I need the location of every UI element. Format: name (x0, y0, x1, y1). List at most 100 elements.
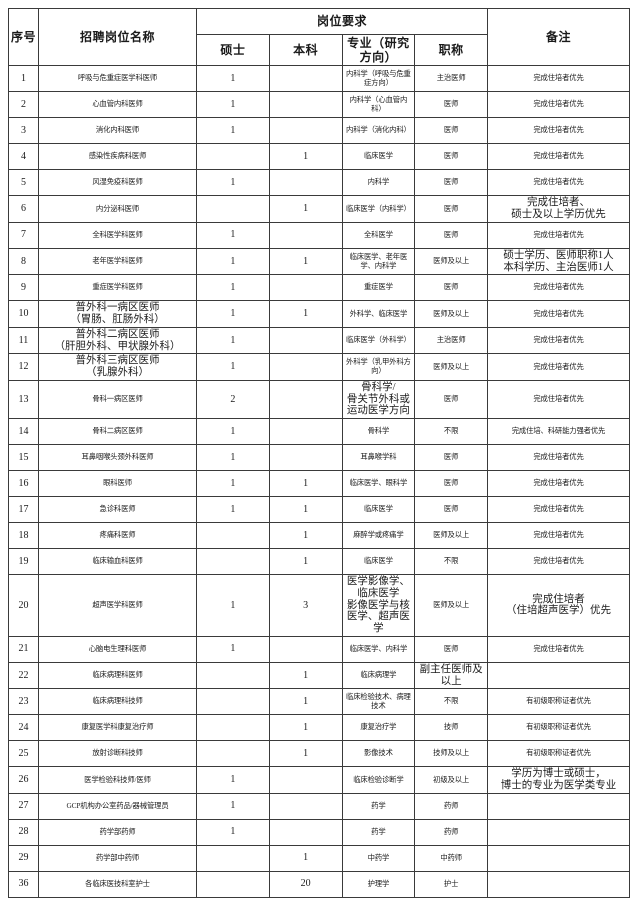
cell-post-name: 重症医学科医师 (38, 274, 197, 302)
cell-job-title: 医师及以上 (414, 300, 488, 328)
cell-master-count: 1 (196, 117, 270, 145)
cell-remark: 完成住培者优先 (487, 470, 630, 498)
cell-master-count: 1 (196, 169, 270, 197)
cell-major: 全科医学 (341, 221, 416, 249)
cell-job-title: 医师 (414, 496, 488, 524)
cell-seq: 25 (8, 740, 39, 768)
cell-master-count (196, 195, 270, 223)
cell-major: 中药学 (341, 844, 416, 872)
cell-post-name: 各临床医技科室护士 (38, 870, 197, 898)
table-row: 6 内分泌科医师 1 临床医学（内科学） 医师 完成住培者、 硕士及以上学历优先 (8, 195, 630, 223)
table-row: 23 临床病理科技师 1 临床检验技术、病理技术 不限 有初级职称证者优先 (8, 688, 630, 716)
table-row: 16 眼科医师 1 1 临床医学、眼科学 医师 完成住培者优先 (8, 470, 630, 498)
cell-master-count (196, 522, 270, 550)
cell-post-name: 风湿免疫科医师 (38, 169, 197, 197)
cell-seq: 20 (8, 574, 39, 637)
cell-remark: 完成住培者优先 (487, 444, 630, 472)
cell-job-title: 医师 (414, 195, 488, 223)
cell-major: 临床医学、眼科学 (341, 470, 416, 498)
cell-seq: 5 (8, 169, 39, 197)
cell-job-title: 中药师 (414, 844, 488, 872)
table-row: 17 急诊科医师 1 1 临床医学 医师 完成住培者优先 (8, 496, 630, 524)
cell-remark: 完成住培者优先 (487, 300, 630, 328)
cell-post-name: 眼科医师 (38, 470, 197, 498)
cell-master-count: 1 (196, 818, 270, 846)
cell-remark: 完成住培者 （住培超声医学）优先 (487, 574, 630, 637)
table-row: 36 各临床医技科室护士 20 护理学 护士 (8, 870, 630, 898)
cell-bachelor-count: 1 (268, 195, 343, 223)
table-row: 1 呼吸与危重症医学科医师 1 内科学（呼吸与危重症方向） 主治医师 完成住培者优先 (8, 65, 630, 93)
cell-bachelor-count: 1 (268, 470, 343, 498)
cell-master-count (196, 844, 270, 872)
cell-bachelor-count (268, 635, 343, 663)
cell-bachelor-count: 1 (268, 143, 343, 171)
table-row: 14 骨科二病区医师 1 骨科学 不限 完成住培、科研能力强者优先 (8, 418, 630, 446)
cell-remark: 完成住培者优先 (487, 496, 630, 524)
header-post-name: 招聘岗位名称 (38, 7, 197, 67)
cell-job-title: 医师 (414, 444, 488, 472)
table-row: 9 重症医学科医师 1 重症医学 医师 完成住培者优先 (8, 274, 630, 302)
cell-job-title: 药师 (414, 792, 488, 820)
cell-post-name: 普外科三病区医师 （乳腺外科） (38, 353, 197, 381)
cell-job-title: 医师 (414, 470, 488, 498)
cell-major: 外科学（乳甲外科方向） (341, 353, 416, 381)
cell-post-name: 老年医学科医师 (38, 247, 197, 276)
cell-job-title: 医师及以上 (414, 522, 488, 550)
cell-job-title: 医师及以上 (414, 574, 488, 637)
cell-master-count (196, 688, 270, 716)
cell-seq: 14 (8, 418, 39, 446)
cell-major: 临床医学（外科学） (341, 326, 416, 355)
cell-post-name: 普外科二病区医师 （肝胆外科、甲状腺外科） (38, 326, 197, 355)
cell-bachelor-count (268, 274, 343, 302)
cell-job-title: 医师 (414, 274, 488, 302)
cell-bachelor-count (268, 169, 343, 197)
cell-major: 临床医学（内科学） (341, 195, 416, 223)
cell-remark (487, 818, 630, 846)
cell-bachelor-count (268, 65, 343, 93)
table-row: 22 临床病理科医师 1 临床病理学 副主任医师及 以上 (8, 661, 630, 690)
cell-major: 影像技术 (341, 740, 416, 768)
cell-master-count: 1 (196, 91, 270, 119)
cell-job-title: 医师 (414, 169, 488, 197)
cell-master-count (196, 143, 270, 171)
cell-bachelor-count: 1 (268, 247, 343, 276)
cell-job-title: 护士 (414, 870, 488, 898)
cell-post-name: 感染性疾病科医师 (38, 143, 197, 171)
cell-bachelor-count: 1 (268, 740, 343, 768)
table-row: 7 全科医学科医师 1 全科医学 医师 完成住培者优先 (8, 221, 630, 249)
table-row: 25 放射诊断科技师 1 影像技术 技师及以上 有初级职称证者优先 (8, 740, 630, 768)
cell-post-name: 内分泌科医师 (38, 195, 197, 223)
cell-remark: 完成住培者优先 (487, 635, 630, 663)
cell-master-count (196, 740, 270, 768)
cell-job-title: 不限 (414, 688, 488, 716)
cell-remark: 有初级职称证者优先 (487, 740, 630, 768)
cell-job-title: 不限 (414, 548, 488, 576)
cell-job-title: 药师 (414, 818, 488, 846)
cell-seq: 29 (8, 844, 39, 872)
cell-bachelor-count: 20 (268, 870, 343, 898)
cell-post-name: 急诊科医师 (38, 496, 197, 524)
cell-seq: 1 (8, 65, 39, 93)
cell-seq: 4 (8, 143, 39, 171)
table-row: 27 GCP机构办公室药品/器械管理员 1 药学 药师 (8, 792, 630, 820)
cell-seq: 15 (8, 444, 39, 472)
cell-job-title: 医师 (414, 221, 488, 249)
header-row-top: 序号 招聘岗位名称 岗位要求 备注 (8, 7, 630, 67)
cell-remark: 完成住培者优先 (487, 221, 630, 249)
cell-master-count: 1 (196, 574, 270, 637)
cell-remark (487, 844, 630, 872)
table-row: 20 超声医学科医师 1 3 医学影像学、临床医学 影像医学与核医学、超声医学 医师及以上完… (8, 574, 630, 637)
table-row: 26 医学检验科技师/医师 1 临床检验诊断学 初级及以上 学历为博士或硕士， 博士的专业为… (8, 766, 630, 794)
cell-post-name: 骨科一病区医师 (38, 379, 197, 420)
cell-master-count: 2 (196, 379, 270, 420)
cell-major: 内科学（呼吸与危重症方向） (341, 65, 416, 93)
cell-bachelor-count (268, 379, 343, 420)
cell-seq: 12 (8, 353, 39, 381)
cell-master-count: 1 (196, 444, 270, 472)
cell-post-name: 药学部中药师 (38, 844, 197, 872)
cell-post-name: 临床输血科医师 (38, 548, 197, 576)
cell-bachelor-count (268, 221, 343, 249)
cell-seq: 17 (8, 496, 39, 524)
cell-post-name: 临床病理科技师 (38, 688, 197, 716)
